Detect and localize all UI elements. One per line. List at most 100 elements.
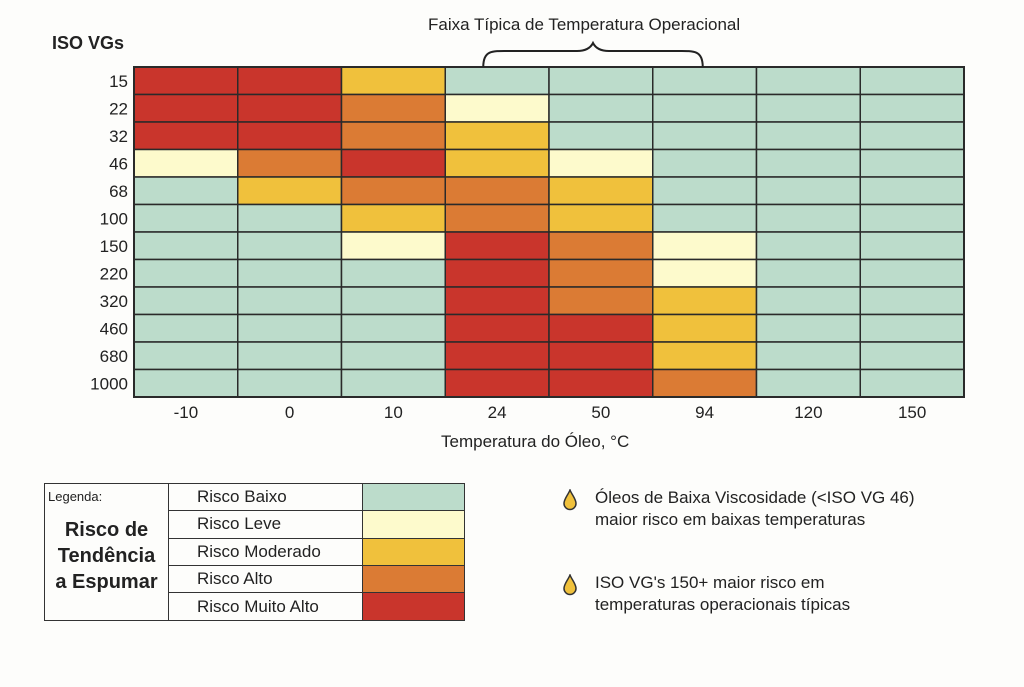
legend-swatches [363, 484, 464, 621]
x-tick-label: 50 [591, 403, 610, 422]
x-tick-labels: -10 0 10 24 50 94 120 150 [174, 403, 927, 422]
x-tick-label: 94 [695, 403, 714, 422]
heatmap-cell [548, 258, 654, 288]
heatmap-cell [133, 93, 239, 123]
heatmap-cell [340, 286, 446, 316]
heatmap-cell [133, 231, 239, 261]
legend-swatch-risco-alto [363, 565, 464, 594]
oil-drop-icon [563, 489, 577, 511]
heatmap-cell [444, 368, 550, 398]
heatmap-cell [755, 121, 861, 151]
legend-row: Risco Alto [169, 566, 362, 594]
heatmap-chart: 15 22 32 46 68 100 150 220 320 460 680 1000 -10 0 10 2… [90, 40, 965, 422]
y-tick-label: 1000 [90, 374, 128, 393]
heatmap-cell [755, 313, 861, 343]
heatmap-cell [548, 176, 654, 206]
heatmap-cell [755, 66, 861, 96]
heatmap-cell [133, 368, 239, 398]
heatmap-cell [340, 66, 446, 96]
heatmap-cell [652, 176, 758, 206]
legend-label-risco-moderado: Risco Moderado [197, 541, 321, 561]
y-tick-label: 46 [109, 154, 128, 173]
heatmap-border [133, 66, 965, 398]
heatmap-cell [444, 313, 550, 343]
legend: Legenda: Risco de Tendência a Espumar Ri… [44, 483, 465, 621]
heatmap-cell [237, 313, 343, 343]
legend-row: Risco Muito Alto [169, 593, 362, 620]
y-tick-label: 15 [109, 72, 128, 91]
heatmap-cell [133, 121, 239, 151]
heatmap-cell [548, 203, 654, 233]
heatmap-cell [237, 286, 343, 316]
y-tick-labels: 15 22 32 46 68 100 150 220 320 460 680 1000 [90, 72, 128, 394]
legend-title-line: Risco de [64, 519, 149, 541]
heatmap-cell [340, 313, 446, 343]
legend-label-risco-alto: Risco Alto [197, 569, 273, 589]
heatmap-cell [237, 203, 343, 233]
legend-title-line: a Espumar [55, 571, 158, 593]
typical-range-brace [482, 40, 704, 68]
heatmap-cell [755, 258, 861, 288]
heatmap-cell [133, 286, 239, 316]
legend-row: Risco Moderado [169, 539, 362, 566]
legend-label-risco-muito-alto: Risco Muito Alto [197, 596, 319, 616]
heatmap-cell [444, 286, 550, 316]
heatmap-cell [237, 176, 343, 206]
legend-row: Risco Leve [169, 511, 362, 539]
heatmap-cell [133, 313, 239, 343]
heatmap-cell [340, 93, 446, 123]
heatmap-cell [340, 176, 446, 206]
heatmap-cell [444, 176, 550, 206]
heatmap-cell [652, 203, 758, 233]
x-tick-label: -10 [174, 403, 199, 422]
heatmap-cell [444, 341, 550, 371]
heatmap-cell [133, 148, 239, 178]
heatmap-cell [859, 203, 965, 233]
heatmap-cell [340, 121, 446, 151]
heatmap-cell [548, 286, 654, 316]
heatmap-cell [133, 258, 239, 288]
heatmap-cell [548, 313, 654, 343]
heatmap-cell [444, 66, 550, 96]
heatmap-cell [548, 341, 654, 371]
legend-title-line: Tendência [57, 545, 156, 567]
heatmap-cell [859, 66, 965, 96]
legend-swatch-risco-baixo [363, 484, 464, 512]
heatmap-cell [548, 231, 654, 261]
y-tick-label: 460 [100, 319, 128, 338]
x-tick-label: 120 [794, 403, 822, 422]
heatmap-cell [548, 66, 654, 96]
typical-range-label: Faixa Típica de Temperatura Operacional [428, 15, 741, 34]
heatmap-cell [237, 148, 343, 178]
heatmap-cell [237, 231, 343, 261]
heatmap-cell [652, 231, 758, 261]
heatmap-cell [859, 258, 965, 288]
heatmap-cell [237, 258, 343, 288]
heatmap-cell [859, 368, 965, 398]
legend-row: Risco Baixo [169, 484, 362, 512]
heatmap-cell [652, 93, 758, 123]
note-text: ISO VG's 150+ maior risco em temperatura… [595, 572, 850, 616]
note-text: Óleos de Baixa Viscosidade (<ISO VG 46) … [595, 487, 915, 531]
heatmap-cell [652, 121, 758, 151]
heatmap-cell [340, 148, 446, 178]
heatmap-cell [652, 368, 758, 398]
heatmap-cell [548, 121, 654, 151]
heatmap-cell [755, 148, 861, 178]
heatmap-cell [444, 203, 550, 233]
y-tick-label: 320 [100, 292, 128, 311]
heatmap-cell [444, 121, 550, 151]
y-tick-label: 220 [100, 264, 128, 283]
heatmap-cell [133, 203, 239, 233]
y-tick-label: 32 [109, 127, 128, 146]
legend-swatch-risco-leve [363, 511, 464, 539]
heatmap-cell [859, 176, 965, 206]
x-tick-label: 0 [285, 403, 294, 422]
heatmap-cell [444, 148, 550, 178]
heatmap-cell [755, 203, 861, 233]
heatmap-cell [859, 313, 965, 343]
y-tick-label: 680 [100, 347, 128, 366]
heatmap-cell [859, 148, 965, 178]
heatmap-cell [340, 341, 446, 371]
heatmap-cell [237, 341, 343, 371]
